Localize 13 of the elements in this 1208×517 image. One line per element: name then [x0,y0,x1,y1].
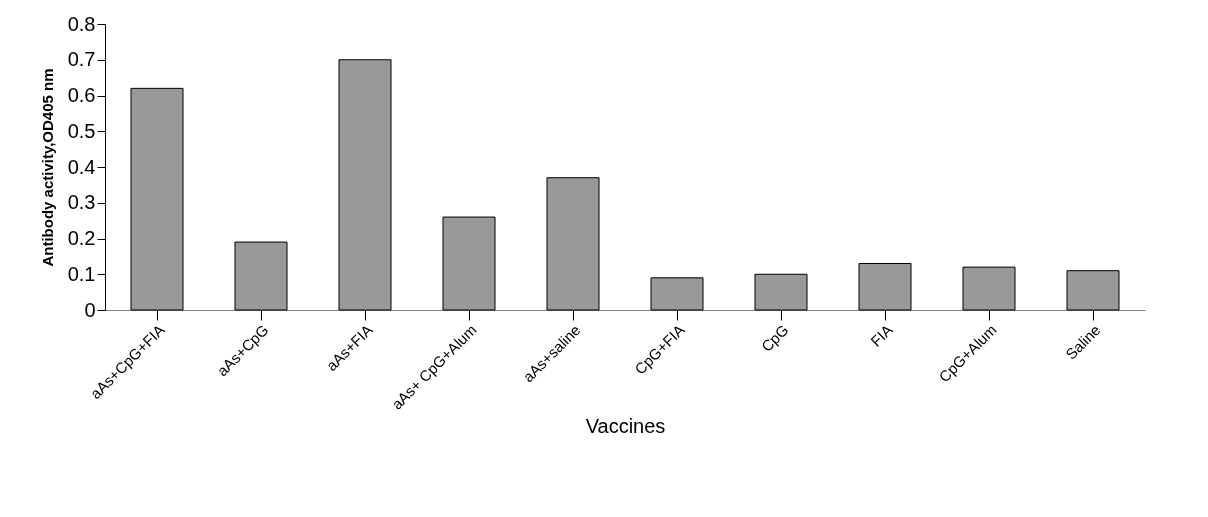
y-tick-label: 0.5 [67,119,96,142]
y-tick-label: 0.1 [67,262,96,285]
y-tick-label: 0 [84,298,96,321]
y-tick-label: 0.3 [67,191,96,214]
y-axis-title: Antibody activity,OD405 nm [38,68,56,267]
y-tick-label: 0.8 [67,12,96,35]
y-tick-label: 0.7 [67,48,96,71]
x-axis-title: Vaccines [585,414,666,437]
x-tick-label: CpG [757,321,792,355]
y-tick-label: 0.6 [67,84,96,106]
y-tick-label: 0.4 [67,155,96,178]
y-tick-label: 0.2 [67,227,96,249]
x-tick-label: FIA [867,321,896,350]
